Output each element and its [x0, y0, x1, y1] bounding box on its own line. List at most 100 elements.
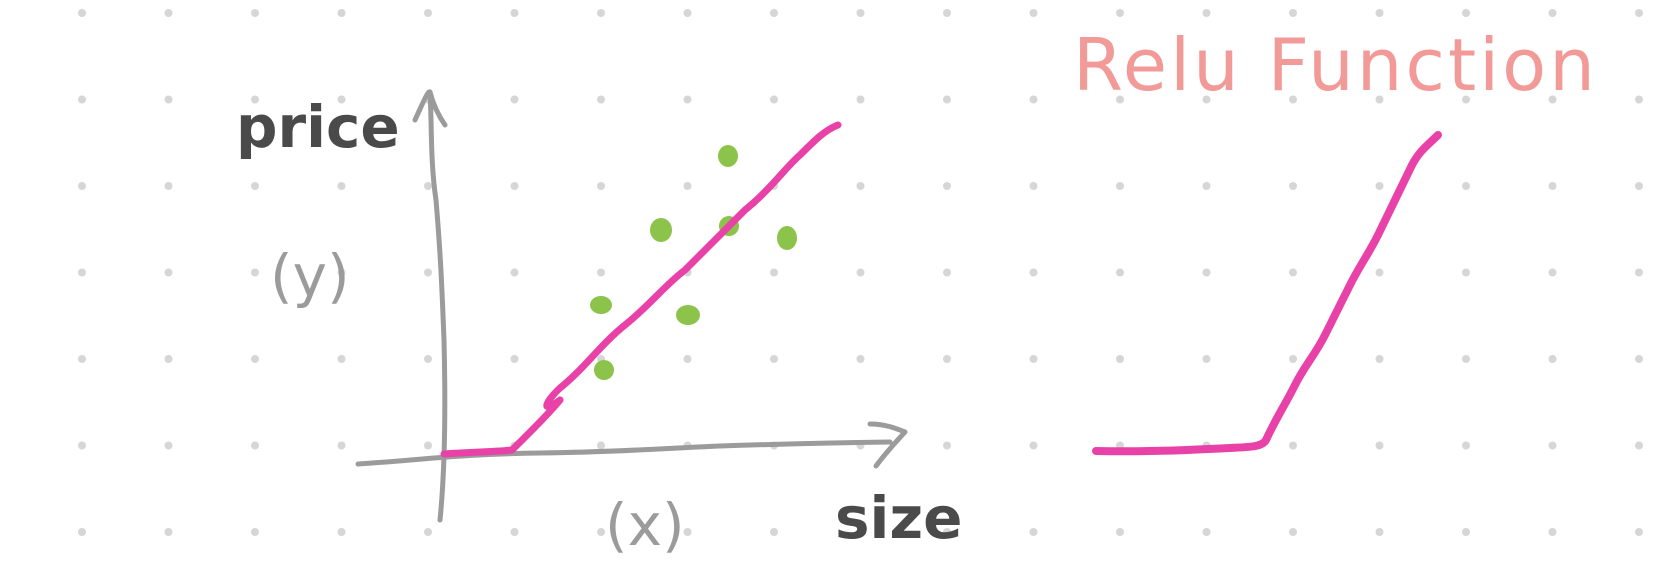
- data-point: [590, 296, 612, 314]
- grid-dot: [856, 268, 865, 277]
- x-axis: [355, 439, 893, 467]
- grid-dot: [1462, 268, 1470, 277]
- y-axis-label: price: [236, 93, 400, 161]
- grid-dot: [1635, 95, 1643, 104]
- grid-dot: [251, 182, 259, 190]
- grid-dot: [78, 528, 86, 536]
- grid-dot: [1548, 268, 1557, 277]
- grid-dot: [424, 268, 432, 277]
- grid-dot: [1462, 95, 1470, 104]
- grid-dot: [1548, 441, 1557, 450]
- grid-dot: [164, 9, 173, 17]
- grid-dot: [1202, 182, 1211, 190]
- grid-dot: [856, 528, 865, 536]
- grid-dot: [1375, 355, 1384, 363]
- grid-dot: [1548, 9, 1557, 17]
- grid-dot: [1462, 441, 1470, 450]
- grid-dot: [424, 441, 432, 450]
- grid-dot: [1029, 268, 1038, 277]
- grid-dot: [683, 182, 692, 190]
- grid-dot: [1289, 355, 1297, 363]
- data-point: [594, 360, 614, 380]
- grid-dot: [943, 528, 951, 536]
- grid-dot: [164, 268, 173, 277]
- grid-dot: [597, 9, 605, 17]
- grid-dot: [164, 441, 173, 450]
- grid-dot: [510, 182, 519, 190]
- grid-dot: [943, 182, 951, 190]
- grid-dot: [164, 528, 173, 536]
- grid-dot: [251, 528, 259, 536]
- grid-dot: [1289, 441, 1297, 450]
- relu-curve: [1092, 131, 1442, 456]
- grid-dot: [1375, 9, 1384, 17]
- grid-dot: [943, 355, 951, 363]
- grid-dot: [78, 95, 86, 104]
- grid-dot: [251, 268, 259, 277]
- grid-dot: [1635, 182, 1643, 190]
- grid-dot: [1548, 95, 1557, 104]
- grid-dot: [1635, 528, 1643, 536]
- grid-dot: [251, 441, 259, 450]
- grid-dot: [943, 95, 951, 104]
- grid-dot: [1375, 528, 1384, 536]
- grid-dot: [1202, 9, 1211, 17]
- x-axis-variable: (x): [605, 491, 685, 559]
- grid-dot: [1202, 528, 1211, 536]
- grid-dot: [1289, 182, 1297, 190]
- grid-dot: [1116, 528, 1124, 536]
- grid-dot: [856, 9, 865, 17]
- grid-dot: [1462, 528, 1470, 536]
- grid-dot: [1289, 268, 1297, 277]
- grid-dot: [337, 268, 346, 277]
- grid-dot: [78, 441, 86, 450]
- grid-dot: [856, 182, 865, 190]
- data-point: [650, 218, 672, 242]
- grid-dot: [1635, 441, 1643, 450]
- grid-dot: [1462, 9, 1470, 17]
- grid-dot: [597, 528, 605, 536]
- grid-dot: [251, 355, 259, 363]
- grid-dot: [1029, 95, 1038, 104]
- grid-dot: [510, 268, 519, 277]
- grid-dot: [424, 182, 432, 190]
- y-axis-variable: (y): [270, 242, 350, 310]
- grid-dot: [1548, 355, 1557, 363]
- grid-dot: [424, 355, 432, 363]
- grid-dot: [1548, 182, 1557, 190]
- grid-dot: [1375, 268, 1384, 277]
- grid-dot: [78, 182, 86, 190]
- grid-dot: [943, 268, 951, 277]
- grid-dot: [1289, 528, 1297, 536]
- grid-dot: [164, 95, 173, 104]
- relu-function-sketch: Relu Function: [1073, 23, 1598, 456]
- fitted-relu-line: [440, 121, 842, 458]
- data-point: [777, 226, 797, 250]
- grid-dot: [1462, 355, 1470, 363]
- grid-dot: [337, 182, 346, 190]
- grid-dot: [337, 355, 346, 363]
- grid-dot: [337, 95, 346, 104]
- grid-dot: [683, 9, 692, 17]
- title: Relu Function: [1073, 23, 1598, 107]
- grid-dot: [597, 95, 605, 104]
- grid-dot: [1116, 268, 1124, 277]
- grid-dot: [78, 268, 86, 277]
- grid-dot: [770, 95, 778, 104]
- grid-dot: [856, 355, 865, 363]
- grid-dot: [1375, 95, 1384, 104]
- grid-dot: [424, 9, 432, 17]
- grid-dot: [1635, 355, 1643, 363]
- grid-dot: [943, 441, 951, 450]
- grid-dot: [1202, 355, 1211, 363]
- grid-dot: [1116, 355, 1124, 363]
- grid-dot: [164, 355, 173, 363]
- grid-dot: [1116, 182, 1124, 190]
- grid-dot: [597, 182, 605, 190]
- data-point: [676, 305, 700, 325]
- grid-dot: [1029, 441, 1038, 450]
- grid-dot: [1289, 9, 1297, 17]
- data-point: [718, 145, 738, 167]
- grid-dot: [1029, 528, 1038, 536]
- grid-dot: [1029, 9, 1038, 17]
